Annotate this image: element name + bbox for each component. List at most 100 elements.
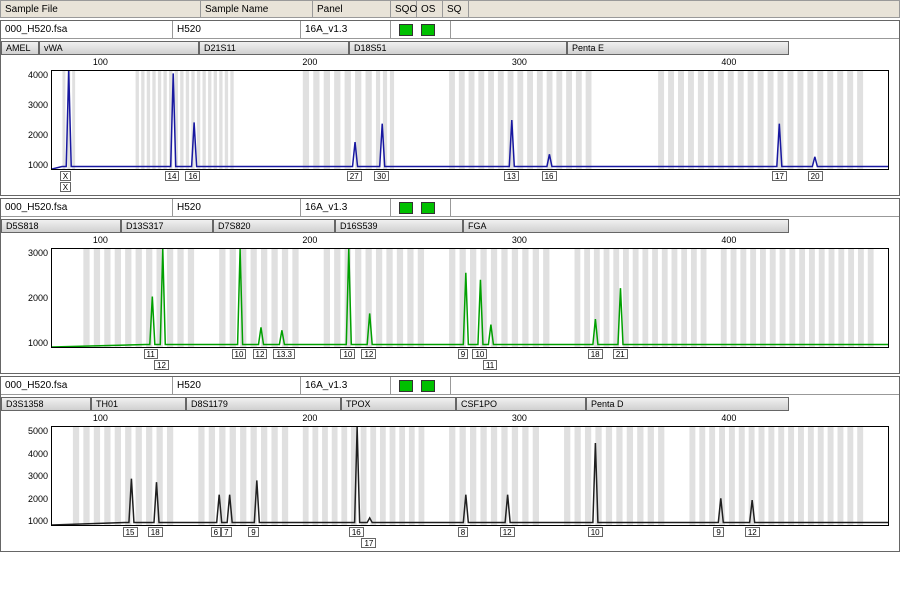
allele-call[interactable]: 17 [772, 171, 787, 181]
marker-label[interactable]: D3S1358 [1, 397, 91, 411]
marker-label[interactable]: D7S820 [213, 219, 335, 233]
file-cell: 000_H520.fsa [1, 21, 173, 38]
allele-call[interactable]: 12 [154, 360, 169, 370]
allele-call[interactable]: 20 [808, 171, 823, 181]
y-tick-label: 3000 [28, 100, 48, 110]
status-indicator-1 [421, 24, 435, 36]
allele-call[interactable]: 21 [613, 349, 628, 359]
y-tick-label: 2000 [28, 130, 48, 140]
x-tick-label: 100 [93, 57, 108, 67]
allele-call[interactable]: 10 [472, 349, 487, 359]
header-os: OS [417, 1, 443, 17]
x-tick-label: 400 [721, 235, 736, 245]
header-sqo: SQO [391, 1, 417, 17]
sample-cell: H520 [173, 199, 301, 216]
allele-call[interactable]: 18 [148, 527, 163, 537]
marker-label[interactable]: TPOX [341, 397, 456, 411]
x-tick-label: 400 [721, 413, 736, 423]
panel-cell: 16A_v1.3 [301, 21, 391, 38]
allele-call[interactable]: 8 [458, 527, 468, 537]
allele-labels: 1112101213.31012910111821 [51, 349, 889, 371]
header-panel: Panel [313, 1, 391, 17]
allele-call[interactable]: 11 [483, 360, 497, 370]
file-cell: 000_H520.fsa [1, 377, 173, 394]
allele-call[interactable]: 12 [361, 349, 376, 359]
file-cell: 000_H520.fsa [1, 199, 173, 216]
allele-call[interactable]: 6 [211, 527, 221, 537]
allele-call[interactable]: 10 [588, 527, 603, 537]
y-tick-label: 1000 [28, 160, 48, 170]
y-tick-label: 5000 [28, 426, 48, 436]
allele-call[interactable]: 16 [349, 527, 364, 537]
plot-area[interactable] [51, 248, 889, 348]
y-tick-label: 1000 [28, 516, 48, 526]
y-axis: 300020001000 [1, 233, 51, 373]
marker-row: AMELvWAD21S11D18S51Penta E [1, 39, 899, 55]
allele-call[interactable]: 14 [165, 171, 180, 181]
x-tick-label: 200 [302, 235, 317, 245]
allele-call[interactable]: 13.3 [273, 349, 295, 359]
status-cells [391, 21, 451, 38]
allele-call[interactable]: 12 [253, 349, 268, 359]
marker-label[interactable]: vWA [39, 41, 199, 55]
allele-call[interactable]: X [60, 182, 71, 192]
marker-label[interactable]: AMEL [1, 41, 39, 55]
y-tick-label: 4000 [28, 70, 48, 80]
allele-call[interactable]: 16 [542, 171, 557, 181]
y-tick-label: 3000 [28, 248, 48, 258]
allele-labels: 15 18 67 9 1617 8 12 10 9 12 [51, 527, 889, 549]
marker-label[interactable]: D13S317 [121, 219, 213, 233]
allele-call[interactable]: 9 [713, 527, 723, 537]
allele-call[interactable]: 7 [221, 527, 231, 537]
marker-label[interactable]: D16S539 [335, 219, 463, 233]
marker-label[interactable]: D18S51 [349, 41, 567, 55]
marker-label[interactable]: D21S11 [199, 41, 349, 55]
marker-label[interactable]: Penta E [567, 41, 789, 55]
marker-label[interactable]: D8S1179 [186, 397, 341, 411]
marker-label[interactable]: D5S818 [1, 219, 121, 233]
header-sample-name: Sample Name [201, 1, 313, 17]
allele-call[interactable]: 27 [347, 171, 362, 181]
marker-label[interactable]: FGA [463, 219, 789, 233]
allele-call[interactable]: 12 [745, 527, 760, 537]
allele-call[interactable]: 16 [185, 171, 200, 181]
allele-call[interactable]: 10 [232, 349, 247, 359]
status-indicator-0 [399, 24, 413, 36]
panel-cell: 16A_v1.3 [301, 377, 391, 394]
header-sq: SQ [443, 1, 469, 17]
status-indicator-0 [399, 380, 413, 392]
allele-call[interactable]: 11 [144, 349, 158, 359]
electropherogram-chart: 1002003004004000300020001000XX1416273013… [1, 55, 899, 195]
x-tick-label: 400 [721, 57, 736, 67]
marker-label[interactable]: Penta D [586, 397, 789, 411]
y-tick-label: 2000 [28, 293, 48, 303]
plot-area[interactable] [51, 426, 889, 526]
allele-labels: XX 14 16 27 30 13 16 17 20 [51, 171, 889, 193]
x-tick-label: 300 [512, 235, 527, 245]
status-cells [391, 199, 451, 216]
panel-section: 000_H520.fsaH52016A_v1.3D5S818D13S317D7S… [0, 198, 900, 374]
allele-call[interactable]: 15 [123, 527, 138, 537]
marker-row: D5S818D13S317D7S820D16S539FGA [1, 217, 899, 233]
x-tick-label: 200 [302, 413, 317, 423]
allele-call[interactable]: 30 [374, 171, 389, 181]
electropherogram-chart: 1002003004003000200010001112101213.31012… [1, 233, 899, 373]
allele-call[interactable]: 17 [361, 538, 376, 548]
allele-call[interactable]: 12 [500, 527, 515, 537]
allele-call[interactable]: 9 [248, 527, 258, 537]
allele-call[interactable]: 10 [340, 349, 355, 359]
allele-call[interactable]: 9 [458, 349, 468, 359]
sample-cell: H520 [173, 377, 301, 394]
marker-label[interactable]: TH01 [91, 397, 186, 411]
y-axis: 50004000300020001000 [1, 411, 51, 551]
x-tick-label: 200 [302, 57, 317, 67]
allele-call[interactable]: 13 [504, 171, 519, 181]
y-axis: 4000 3000 2000 1000 [1, 55, 51, 195]
marker-label[interactable]: CSF1PO [456, 397, 586, 411]
plot-area[interactable] [51, 70, 889, 170]
panel-section: 000_H520.fsaH52016A_v1.3 D3S1358TH01D8S11… [0, 376, 900, 552]
x-tick-label: 100 [93, 413, 108, 423]
allele-call[interactable]: 18 [588, 349, 603, 359]
status-cells [391, 377, 451, 394]
allele-call[interactable]: X [60, 171, 71, 181]
